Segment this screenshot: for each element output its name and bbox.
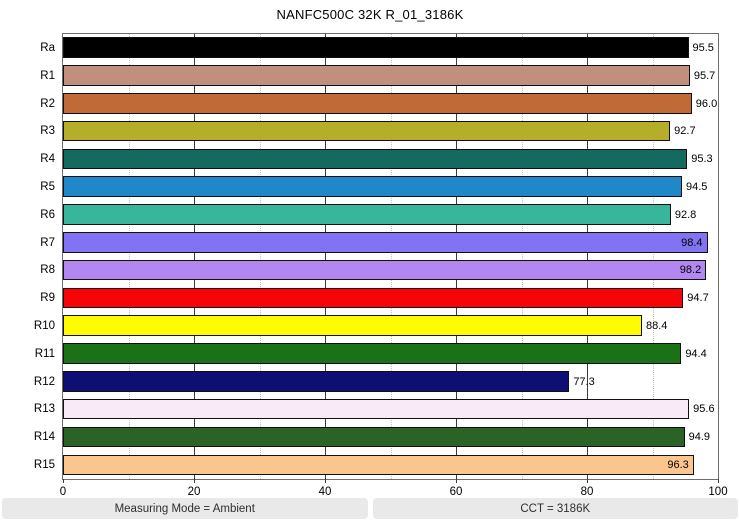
y-tick-label: R12 bbox=[33, 375, 55, 388]
x-axis-tick bbox=[325, 479, 326, 483]
bar-r5 bbox=[63, 176, 682, 197]
bar-r7 bbox=[63, 232, 708, 253]
x-axis-tick bbox=[587, 479, 588, 483]
bar-value-label: 94.5 bbox=[685, 180, 708, 193]
bar-row-r2: R2 96.0 bbox=[40, 90, 718, 118]
x-tick-label: 20 bbox=[187, 486, 201, 498]
gridline-minor bbox=[521, 34, 523, 479]
y-tick-label: R11 bbox=[34, 347, 55, 360]
bar-value-label: 77.3 bbox=[573, 375, 595, 388]
bar-row-r15: R15 96.3 bbox=[34, 451, 718, 479]
bar-r9 bbox=[63, 287, 684, 309]
bar-row-r7: R7 98.4 bbox=[40, 229, 718, 257]
y-tick-label: R5 bbox=[40, 180, 55, 193]
bar-row-r1: R1 95.7 bbox=[40, 62, 718, 90]
bar-value-label: 94.7 bbox=[687, 292, 709, 305]
bar-row-r4: R4 95.3 bbox=[40, 145, 718, 173]
x-axis-tick bbox=[718, 479, 719, 483]
bar-r6 bbox=[63, 204, 671, 225]
y-tick-label: R8 bbox=[40, 264, 55, 277]
bar-r15 bbox=[63, 454, 694, 476]
bar-r12 bbox=[63, 371, 570, 392]
y-tick-label: R10 bbox=[33, 320, 55, 333]
bar-value-label: 95.3 bbox=[691, 153, 713, 166]
bar-value-label: 98.4 bbox=[681, 236, 703, 249]
bar-r10 bbox=[63, 315, 643, 337]
bar-row-r8: R8 98.2 bbox=[40, 257, 718, 285]
y-tick-label: R7 bbox=[40, 236, 55, 249]
bar-row-r6: R6 92.8 bbox=[40, 201, 718, 229]
y-tick-label: R1 bbox=[40, 69, 55, 82]
bar-row-r12: R12 77.3 bbox=[34, 368, 718, 396]
y-tick-label: R6 bbox=[40, 208, 55, 221]
bar-value-label: 94.4 bbox=[685, 347, 707, 360]
plot-area: 0 20 40 60 80 100 Ra 95.5 R1 95.7 R2 96.0 R3 92.7 R4 95… bbox=[34, 33, 728, 498]
bar-value-label: 94.9 bbox=[688, 431, 711, 444]
x-axis-tick bbox=[456, 479, 457, 483]
gridline-minor bbox=[128, 34, 130, 479]
bar-value-label: 96.0 bbox=[695, 97, 718, 110]
bar-r11 bbox=[63, 343, 682, 364]
gridline-major bbox=[194, 34, 195, 479]
bar-value-label: 95.6 bbox=[693, 403, 715, 416]
x-tick-label: 80 bbox=[580, 486, 594, 498]
bar-row-r13: R13 95.6 bbox=[34, 396, 718, 424]
status-cct: CCT = 3186K bbox=[372, 498, 738, 519]
status-bar: Measuring Mode = Ambient CCT = 3186K bbox=[2, 498, 738, 519]
bar-row-r3: R3 92.7 bbox=[40, 117, 718, 145]
y-tick-label: R3 bbox=[40, 125, 55, 138]
bar-r2 bbox=[63, 92, 692, 114]
x-tick-label: 0 bbox=[59, 486, 67, 498]
chart-title: NANFC500C 32K R_01_3186K bbox=[276, 7, 464, 22]
bar-row-ra: Ra 95.5 bbox=[40, 34, 718, 62]
bar-row-r11: R11 94.4 bbox=[35, 340, 718, 368]
bar-r4 bbox=[63, 148, 688, 170]
bar-r1 bbox=[63, 65, 690, 86]
bar-value-label: 96.3 bbox=[667, 459, 689, 472]
y-tick-label: R2 bbox=[40, 97, 55, 110]
bar-row-r10: R10 88.4 bbox=[34, 312, 718, 340]
bar-r8 bbox=[63, 259, 707, 281]
status-measuring-mode: Measuring Mode = Ambient bbox=[2, 498, 368, 519]
gridline-major bbox=[325, 34, 326, 479]
y-tick-label: R4 bbox=[40, 153, 55, 166]
x-axis-tick bbox=[63, 479, 64, 483]
bar-row-r14: R14 94.9 bbox=[34, 423, 718, 451]
bar-value-label: 92.7 bbox=[674, 125, 696, 138]
bar-ra bbox=[63, 37, 689, 58]
gridline-minor bbox=[390, 34, 392, 479]
gridline-minor bbox=[259, 34, 261, 479]
x-axis-tick bbox=[194, 479, 195, 483]
y-tick-label: Ra bbox=[40, 41, 55, 54]
x-tick-label: 40 bbox=[318, 486, 332, 498]
bar-r3 bbox=[63, 120, 671, 142]
y-tick-label: R15 bbox=[33, 459, 55, 472]
bar-value-label: 95.5 bbox=[692, 41, 714, 54]
bar-r13 bbox=[63, 398, 690, 420]
gridline-minor bbox=[652, 34, 654, 479]
y-tick-label: R14 bbox=[33, 431, 55, 444]
gridline-major bbox=[456, 34, 457, 479]
y-tick-label: R13 bbox=[33, 403, 55, 416]
x-tick-label: 60 bbox=[449, 486, 463, 498]
bar-r14 bbox=[63, 426, 685, 448]
y-tick-label: R9 bbox=[40, 292, 55, 305]
bar-row-r5: R5 94.5 bbox=[40, 173, 718, 201]
bar-row-r9: R9 94.7 bbox=[40, 284, 718, 312]
gridline-major bbox=[587, 34, 588, 479]
bar-value-label: 88.4 bbox=[646, 320, 668, 333]
bar-value-label: 98.2 bbox=[679, 264, 702, 277]
bar-value-label: 92.8 bbox=[674, 208, 697, 221]
x-tick-label: 100 bbox=[708, 486, 728, 498]
bar-value-label: 95.7 bbox=[693, 69, 716, 82]
